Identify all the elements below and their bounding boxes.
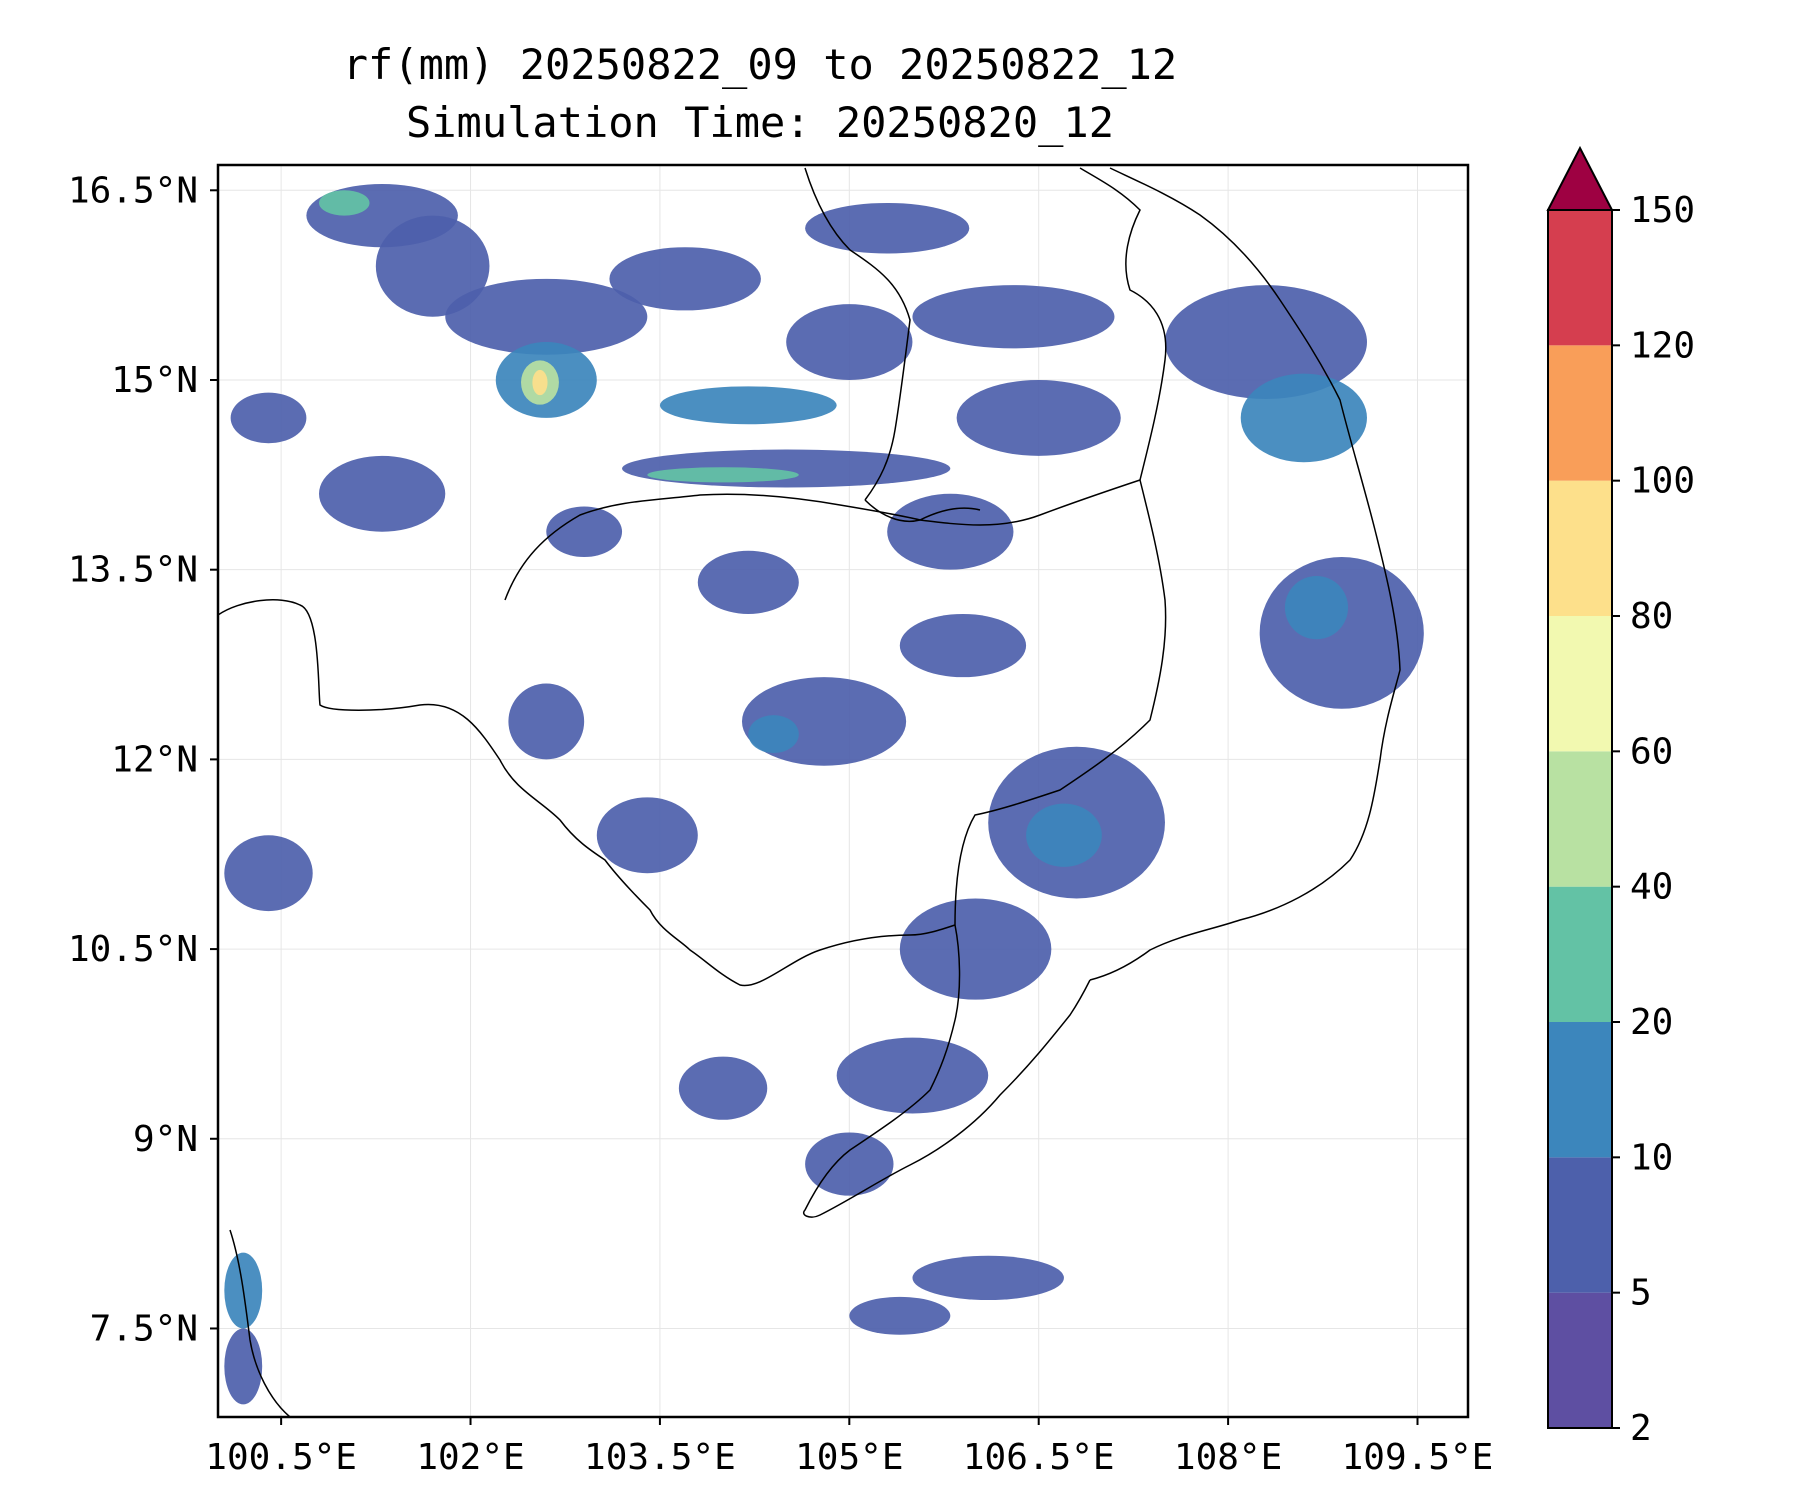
rainfall-cell — [596, 797, 698, 874]
coastline-borders — [218, 167, 1401, 1417]
colorbar-tick-label: 40 — [1630, 867, 1673, 908]
chart-subtitle: Simulation Time: 20250820_12 — [405, 98, 1114, 147]
rainfall-cell — [1164, 285, 1367, 399]
rainfall-cell — [805, 1132, 894, 1196]
rainfall-cell — [609, 247, 761, 311]
rainfall-cell — [786, 304, 913, 380]
colorbar: 2 5 10 20 40 60 80 100 120 150 — [1546, 145, 1695, 1449]
border-cambodia-vietnam — [919, 479, 1167, 926]
y-tick-label: 12°N — [111, 739, 198, 780]
map-panel: 100.5°E 102°E 103.5°E 105°E 106.5°E 108°E 109.… — [68, 163, 1493, 1478]
longitude-axis: 100.5°E 102°E 103.5°E 105°E 106.5°E 108°E 109.… — [205, 1417, 1493, 1478]
x-tick-label: 106.5°E — [963, 1437, 1115, 1478]
rainfall-cell — [697, 550, 799, 614]
rainfall-cell — [532, 369, 548, 396]
colorbar-segment — [1548, 1292, 1612, 1428]
y-tick-label: 7.5°N — [90, 1308, 198, 1349]
colorbar-tick-label: 5 — [1630, 1273, 1652, 1314]
rainfall-cell — [912, 1255, 1064, 1301]
rainfall-cell — [224, 835, 313, 912]
rainfall-cell — [849, 1296, 951, 1335]
x-tick-label: 100.5°E — [205, 1437, 357, 1478]
colorbar-segment — [1548, 616, 1612, 752]
rainfall-cell — [647, 467, 799, 483]
rainfall-cell — [836, 1037, 989, 1114]
chart-title: rf(mm) 20250822_09 to 20250822_12 — [342, 40, 1178, 89]
colorbar-segment — [1548, 345, 1612, 481]
colorbar-segment — [1548, 1157, 1612, 1293]
rainfall-cell — [445, 278, 648, 355]
colorbar-tick-label: 60 — [1630, 731, 1673, 772]
rainfall-cell — [1240, 373, 1367, 463]
rainfall-cell — [622, 449, 951, 488]
rainfall-cell — [1284, 576, 1349, 640]
colorbar-segment — [1548, 886, 1612, 1022]
rainfall-cell — [899, 613, 1027, 678]
border-laos-cambodia — [864, 499, 981, 522]
rainfall-cell — [956, 379, 1121, 456]
colorbar-tick-label: 80 — [1630, 596, 1673, 637]
coastline-vietnam-east — [1089, 167, 1401, 981]
y-tick-label: 13.5°N — [68, 550, 198, 591]
border-thailand-cambodia — [504, 493, 921, 601]
colorbar-segment — [1548, 210, 1612, 346]
x-tick-label: 103.5°E — [584, 1437, 736, 1478]
rainfall-cell — [319, 190, 370, 216]
y-tick-label: 15°N — [111, 360, 198, 401]
border-thailand-laos — [804, 167, 911, 501]
y-tick-label: 9°N — [133, 1119, 198, 1160]
coastline-malay-peninsula — [229, 1229, 291, 1417]
colorbar-extend-arrow — [1546, 145, 1614, 211]
rainfall-cell — [546, 506, 623, 558]
x-tick-label: 109.5°E — [1342, 1437, 1494, 1478]
x-tick-label: 102°E — [416, 1437, 524, 1478]
colorbar-tick-label: 2 — [1630, 1408, 1652, 1449]
rainfall-cell — [899, 898, 1052, 1000]
rainfall-cell — [887, 493, 1014, 570]
rainfall-cell — [230, 392, 307, 444]
rainfall-cell — [224, 1328, 263, 1405]
rainfall-cell — [805, 202, 970, 254]
colorbar-tick-label: 20 — [1630, 1002, 1673, 1043]
colorbar-tick-label: 120 — [1630, 325, 1695, 366]
rainfall-cell — [319, 455, 446, 532]
rainfall-cell — [678, 1056, 768, 1120]
colorbar-segment — [1548, 751, 1612, 887]
colorbar-segment — [1548, 480, 1612, 616]
x-tick-label: 108°E — [1174, 1437, 1282, 1478]
colorbar-tick-label: 150 — [1630, 190, 1695, 231]
rainfall-cell — [912, 285, 1115, 349]
rainfall-contours — [224, 183, 1424, 1405]
x-tick-label: 105°E — [795, 1437, 903, 1478]
y-tick-label: 16.5°N — [68, 170, 198, 211]
latitude-axis: 16.5°N 15°N 13.5°N 12°N 10.5°N 9°N 7.5°N — [68, 170, 218, 1349]
rainfall-cell — [1259, 557, 1424, 709]
colorbar-frame — [1547, 209, 1613, 1429]
colorbar-segment — [1548, 1022, 1612, 1158]
colorbar-tick-label: 100 — [1630, 461, 1695, 502]
rainfall-cell — [508, 683, 585, 760]
colorbar-tick-label: 10 — [1630, 1137, 1673, 1178]
rainfall-cell — [375, 215, 490, 317]
coastline-mekong-delta — [803, 924, 1091, 1218]
rainfall-cell — [659, 386, 837, 425]
rainfall-cell — [1026, 803, 1102, 867]
y-tick-label: 10.5°N — [68, 929, 198, 970]
border-laos-vietnam — [1079, 167, 1167, 481]
rainfall-cell — [748, 715, 799, 754]
map-frame — [216, 163, 1470, 1419]
coastline-gulf-of-thailand — [218, 599, 956, 987]
